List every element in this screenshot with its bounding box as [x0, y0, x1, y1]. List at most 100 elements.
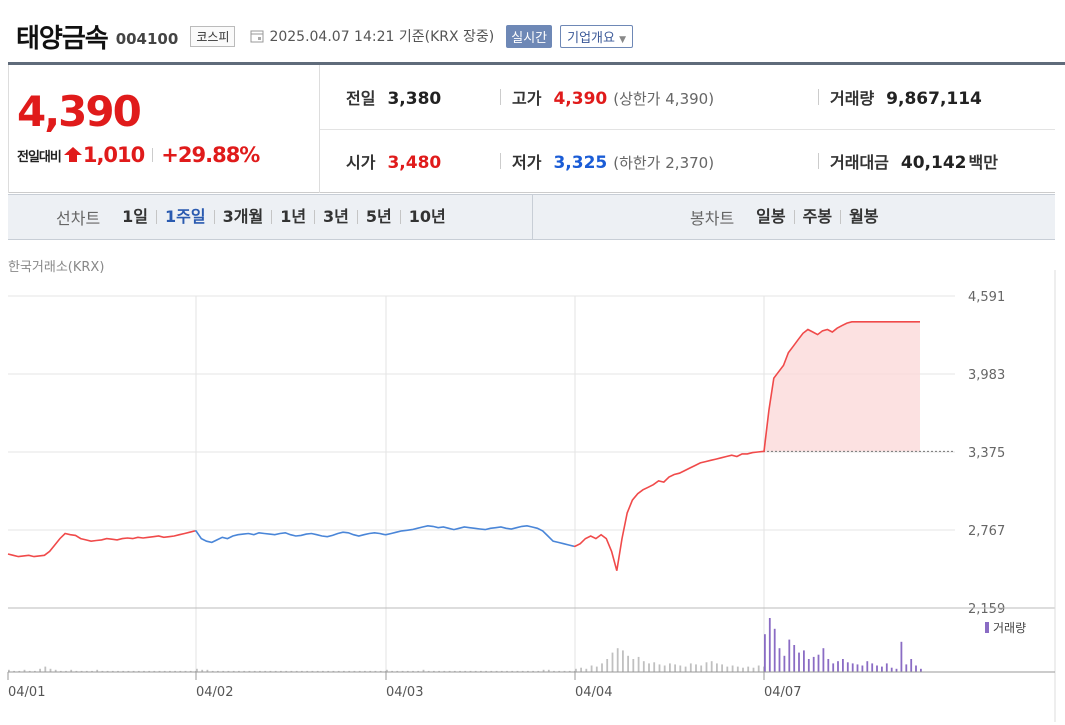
volume-bar	[606, 659, 609, 672]
volume-legend-label: 거래량	[993, 621, 1026, 635]
volume-bar	[348, 670, 351, 672]
volume-bar	[622, 650, 624, 672]
tab-10y[interactable]: 10년	[399, 209, 454, 225]
tab-3y[interactable]: 3년	[314, 209, 357, 225]
volume-bar	[23, 669, 26, 672]
high-value: 4,390	[553, 89, 608, 109]
volume-bar	[547, 669, 550, 672]
volume-bar	[227, 670, 230, 672]
volume-bar	[890, 667, 893, 672]
volume-bar	[710, 661, 713, 672]
volume-bar	[28, 670, 31, 672]
tabs-divider	[532, 195, 533, 239]
company-overview-dropdown[interactable]: 기업개요 ▼	[560, 24, 634, 48]
volume-bar	[757, 665, 760, 672]
volume-bar	[506, 670, 508, 672]
volume-bar	[700, 665, 703, 672]
volume-bar	[243, 670, 246, 672]
volume-bar	[85, 670, 88, 672]
price-line-04-02	[195, 530, 386, 544]
volume-bar	[563, 670, 566, 672]
volume-bar	[611, 652, 614, 672]
x-tick-label: 04/04	[575, 685, 612, 700]
volume-bar	[459, 670, 461, 672]
volume-bar	[174, 670, 176, 672]
volume-bar	[763, 666, 765, 672]
volume-bar	[876, 665, 878, 672]
volume-bar	[464, 670, 467, 672]
volume-bar	[301, 670, 303, 672]
volume-bar	[742, 667, 744, 672]
volume-bar	[521, 670, 524, 672]
volume-bar	[803, 650, 805, 672]
tab-5y[interactable]: 5년	[356, 209, 400, 225]
prev-close-label: 전일	[346, 89, 376, 108]
volume-bar	[910, 659, 913, 672]
volume-bar	[311, 670, 314, 672]
tab-daily[interactable]: 일봉	[756, 207, 786, 226]
volume-bar	[632, 659, 635, 672]
volume-bar	[158, 670, 161, 672]
volume-bar	[211, 670, 214, 672]
volume-bar	[807, 659, 810, 672]
price-line-04-04	[574, 450, 764, 571]
realtime-badge[interactable]: 실시간	[506, 24, 553, 48]
stats-separator	[818, 89, 819, 105]
volume-bar	[595, 666, 598, 672]
price-line-04-03	[385, 524, 575, 548]
volume-bar	[196, 668, 198, 672]
volume-bar	[580, 667, 582, 672]
volume-bar	[70, 669, 73, 672]
volume-bar	[783, 655, 786, 672]
prev-close-value: 3,380	[387, 89, 442, 109]
amount-unit: 백만	[968, 153, 998, 172]
open-value: 3,480	[387, 153, 442, 173]
tab-1y[interactable]: 1년	[271, 209, 314, 225]
tab-3m[interactable]: 3개월	[213, 209, 272, 225]
volume-bar	[169, 670, 171, 672]
volume-bar	[788, 639, 791, 672]
volume-bar	[453, 670, 456, 672]
tab-1w[interactable]: 1주일	[156, 209, 214, 225]
volume-bar	[822, 648, 825, 672]
volume-bar	[900, 641, 903, 672]
x-tick-label: 04/03	[386, 685, 423, 700]
low-label: 저가	[512, 153, 542, 172]
volume-bar	[374, 670, 377, 672]
volume-bar	[179, 670, 182, 672]
volume-bar	[232, 670, 235, 672]
volume-bar	[679, 665, 682, 672]
volume-bar	[627, 655, 629, 672]
volume-bar	[412, 670, 414, 672]
volume-bar	[856, 664, 859, 672]
volume-bar	[385, 670, 387, 672]
volume-bar	[684, 666, 687, 672]
volume-bar	[846, 662, 849, 672]
volume-bar	[616, 648, 619, 672]
volume-bar	[101, 670, 104, 672]
volume-bar	[542, 669, 545, 672]
volume-bar	[143, 670, 145, 672]
price-line-04-07	[763, 320, 920, 453]
volume-bar	[127, 670, 130, 672]
volume-bar	[905, 664, 908, 672]
volume-bar	[332, 670, 335, 672]
volume-bar	[427, 670, 430, 672]
stock-header: 태양금속 004100 코스피 2025.04.07 14:21 기준(KRX …	[16, 18, 634, 54]
volume-bar	[438, 670, 440, 672]
x-tick-label: 04/01	[8, 685, 45, 700]
volume-bar	[837, 661, 839, 672]
volume-bar	[648, 663, 650, 672]
y-tick-label: 2,159	[968, 602, 1005, 617]
up-arrow-icon	[63, 147, 82, 162]
volume-bar	[184, 670, 187, 672]
tab-weekly[interactable]: 주봉	[793, 209, 840, 225]
volume-bar	[316, 670, 319, 672]
volume-bar	[532, 670, 534, 672]
today-area-fill	[763, 321, 920, 452]
volume-bar	[817, 654, 820, 672]
volume-bar	[96, 669, 99, 672]
tab-monthly[interactable]: 월봉	[840, 209, 886, 225]
tab-1d[interactable]: 1일	[122, 207, 149, 226]
volume-bar	[122, 670, 125, 672]
